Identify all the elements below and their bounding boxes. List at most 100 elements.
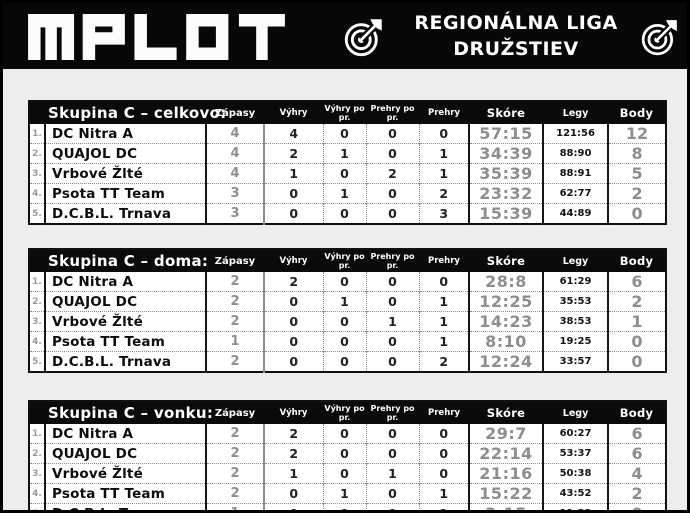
stat-vyhry-po-pr: 0 (323, 203, 367, 224)
stat-body: 2 (608, 183, 667, 204)
stat-zapasy: 1 (206, 503, 266, 510)
stat-prehry: 0 (419, 124, 471, 144)
stat-skore: 3:15 (469, 503, 545, 510)
table-header-row: Skupina C – doma: Zápasy Výhry Výhry po … (29, 249, 666, 272)
table-row: 5. D.C.B.L. Trnava 1 0 0 0 1 3:15 11:32 … (29, 503, 667, 510)
team-name: Psota TT Team (45, 331, 207, 352)
table-row: 2. QUAJOL DC 4 2 1 0 1 34:39 88:90 8 (29, 143, 667, 164)
rank-cell: 3. (29, 163, 46, 184)
stat-legy: 53:37 (543, 443, 610, 464)
stat-skore: 35:39 (469, 163, 545, 184)
col-header-vyhry: Výhry (264, 101, 324, 124)
stat-legy: 35:53 (543, 291, 609, 312)
stat-body: 6 (631, 272, 643, 291)
stat-prehry-po-pr: 0 (366, 272, 420, 292)
league-table: Skupina C – doma: Zápasy Výhry Výhry po … (28, 248, 667, 373)
standings-table: Skupina C – celkovo: Zápasy Výhry Výhry … (28, 100, 668, 225)
stat-body: 0 (608, 351, 666, 372)
col-header-prehry: Prehry (419, 101, 470, 124)
stat-skore: 29:7 (469, 424, 545, 444)
stat-legy: 50:38 (543, 463, 610, 484)
stat-zapasy: 2 (206, 291, 265, 312)
stat-prehry-po-pr: 2 (366, 163, 420, 184)
stat-vyhry: 0 (264, 183, 324, 204)
stat-zapasy: 2 (206, 443, 266, 464)
stat-legy: 19:25 (543, 331, 609, 352)
stat-body: 6 (631, 424, 643, 443)
stat-skore: 28:8 (469, 272, 544, 292)
stat-legy: 44:89 (543, 203, 610, 224)
rank-cell: 2. (29, 143, 46, 164)
stat-prehry: 1 (419, 503, 471, 510)
stat-body: 12 (625, 124, 649, 143)
stat-prehry-po-pr: 0 (366, 351, 420, 372)
stat-prehry-po-pr: 0 (366, 143, 420, 164)
table-header-row: Skupina C – celkovo: Zápasy Výhry Výhry … (29, 101, 667, 124)
team-name: D.C.B.L. Trnava (45, 503, 208, 510)
rank-cell: 2. (29, 291, 46, 312)
stat-body: 4 (608, 463, 667, 484)
col-header-vyhry: Výhry (264, 249, 323, 272)
col-header-vyhry-po-pr: Výhry po pr. (323, 101, 367, 124)
stat-prehry-po-pr: 0 (366, 183, 420, 204)
stat-prehry-po-pr: 0 (366, 443, 420, 464)
mplot-logo (28, 14, 285, 60)
stat-prehry-po-pr: 1 (366, 463, 420, 484)
rank-cell: 3. (29, 463, 46, 484)
col-header-legy: Legy (543, 101, 609, 124)
team-name: Psota TT Team (45, 483, 208, 504)
stat-skore: 15:39 (469, 203, 545, 224)
rank-cell: 2. (29, 443, 46, 464)
stat-legy: 121:56 (543, 124, 610, 144)
stat-body: 0 (608, 331, 666, 352)
col-header-skore: Skóre (469, 401, 544, 424)
stat-vyhry: 0 (264, 503, 324, 510)
table-row: 1. DC Nitra A 2 2 0 0 0 29:7 60:27 6 (29, 424, 666, 444)
stat-skore: 15:22 (469, 483, 545, 504)
team-name: D.C.B.L. Trnava (45, 203, 208, 224)
rank-cell: 4. (29, 483, 46, 504)
stat-body: 5 (608, 163, 667, 184)
team-name: DC Nitra A (45, 272, 207, 292)
table-row: 1. DC Nitra A 4 4 0 0 0 57:15 121:56 12 (29, 124, 666, 144)
stat-zapasy: 4 (206, 163, 266, 184)
table-row: 2. QUAJOL DC 2 2 0 0 0 22:14 53:37 6 (29, 443, 667, 464)
stat-legy: 33:57 (543, 351, 609, 372)
col-header-skore: Skóre (469, 101, 544, 124)
stat-body: 2 (608, 291, 666, 312)
rank-cell: 1. (29, 272, 46, 292)
stat-zapasy: 2 (206, 311, 265, 332)
table-row: 3. Vrbové Žlté 2 1 0 1 0 21:16 50:38 4 (29, 463, 667, 484)
stat-prehry-po-pr: 0 (366, 291, 420, 312)
col-header-prehry: Prehry (419, 249, 469, 272)
col-header-legy: Legy (543, 401, 609, 424)
col-header-vyhry-po-pr: Výhry po pr. (323, 401, 367, 424)
stat-legy: 62:77 (543, 183, 610, 204)
dartboard-icon (344, 19, 382, 57)
stat-skore: 22:14 (469, 443, 545, 464)
stat-prehry: 1 (419, 331, 470, 352)
table-header-row: Skupina C – vonku: Zápasy Výhry Výhry po… (29, 401, 667, 424)
team-name: QUAJOL DC (45, 291, 207, 312)
stat-vyhry: 2 (264, 143, 324, 164)
stat-vyhry: 2 (264, 424, 324, 444)
stat-legy: 11:32 (543, 503, 610, 510)
stat-zapasy: 3 (206, 203, 266, 224)
stat-prehry-po-pr: 0 (366, 503, 420, 510)
table-row: 1. DC Nitra A 2 2 0 0 0 28:8 61:29 6 (29, 272, 666, 292)
stat-vyhry-po-pr: 1 (323, 483, 367, 504)
stat-zapasy: 2 (206, 351, 265, 372)
stat-body: 1 (608, 311, 666, 332)
col-header-skore: Skóre (469, 249, 543, 272)
stat-prehry-po-pr: 1 (366, 311, 420, 332)
stat-vyhry-po-pr: 1 (323, 291, 367, 312)
col-header-legy: Legy (543, 249, 608, 272)
page-title-line2: DRUŽSTIEV (453, 38, 579, 60)
header-banner: REGIONÁLNA LIGA DRUŽSTIEV (3, 3, 687, 69)
col-header-zapasy: Zápasy (206, 401, 265, 424)
stat-vyhry-po-pr: 0 (323, 331, 367, 352)
stat-vyhry: 1 (264, 163, 324, 184)
table-row: 5. D.C.B.L. Trnava 3 0 0 0 3 15:39 44:89… (29, 203, 667, 224)
rank-cell: 4. (29, 331, 46, 352)
